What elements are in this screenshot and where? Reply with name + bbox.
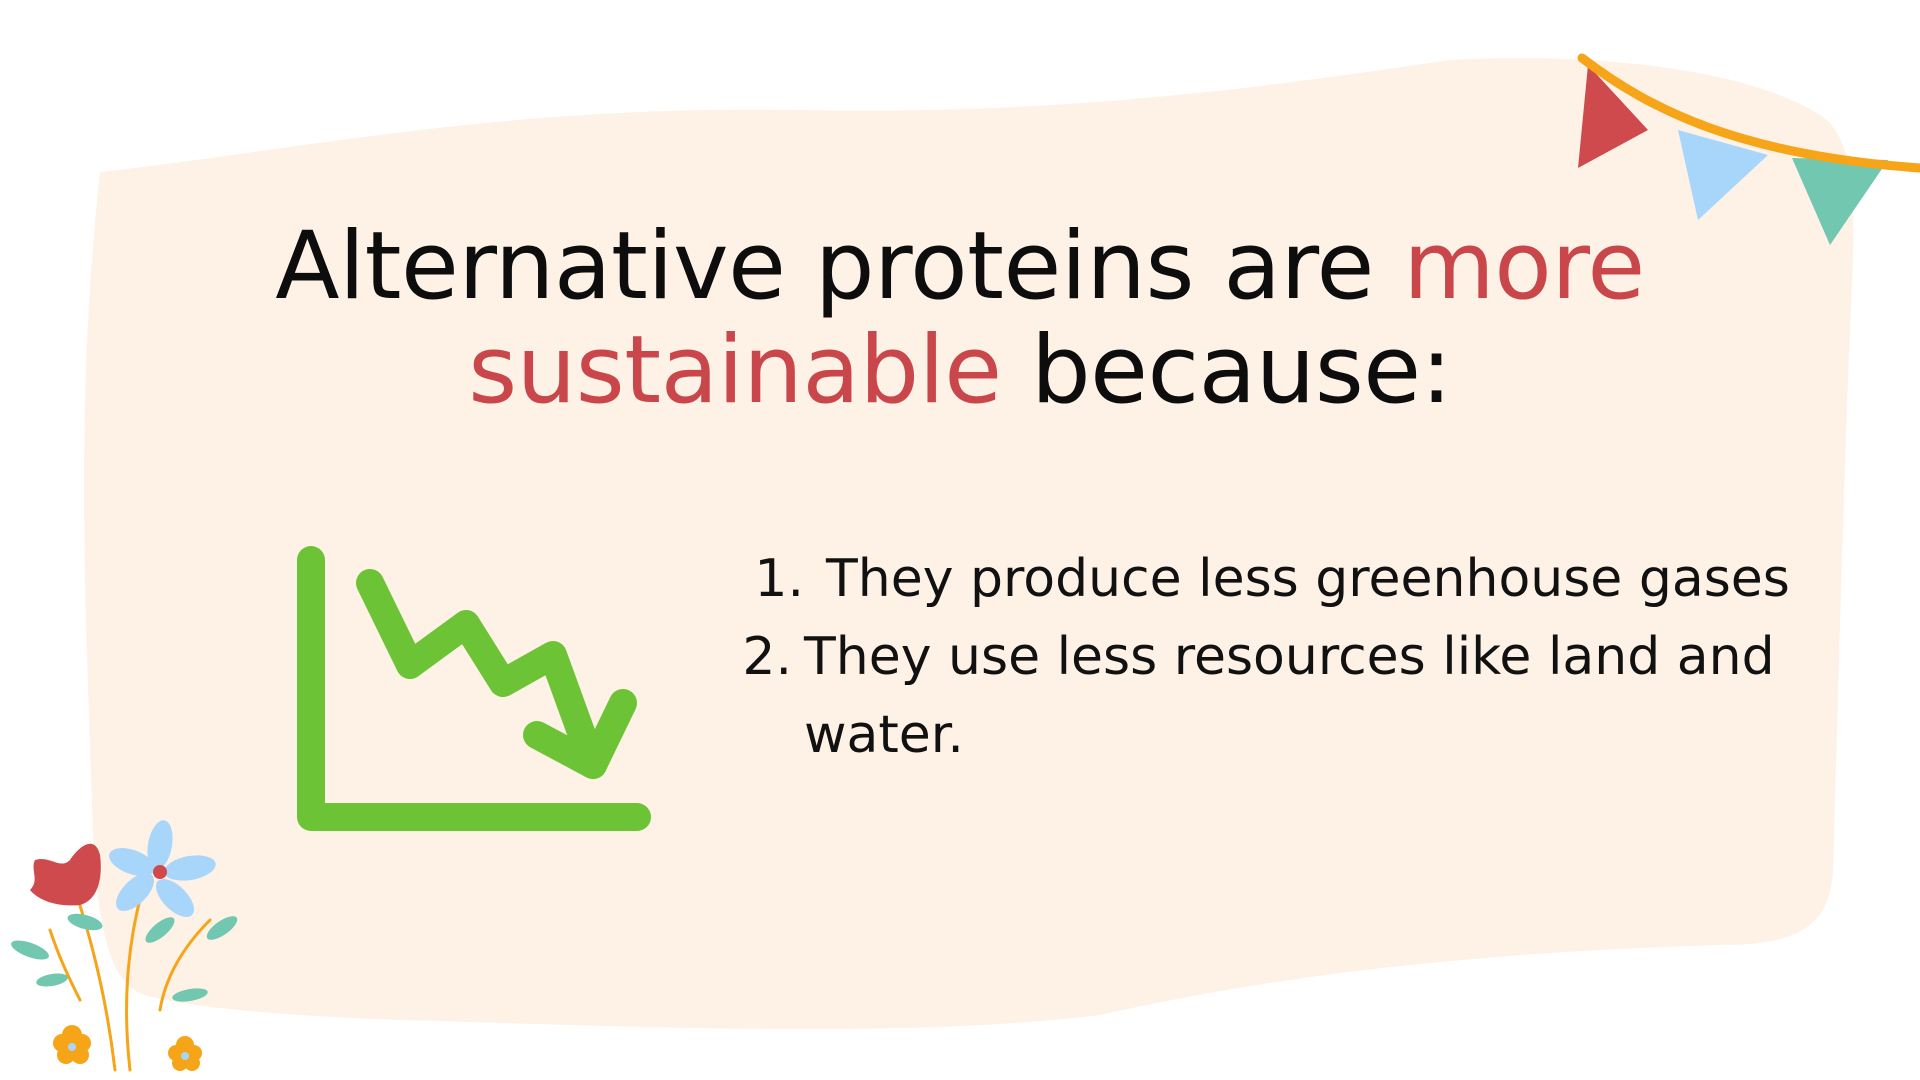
bunting-flags-icon xyxy=(1577,53,1920,245)
list-item-number: 2. xyxy=(742,627,792,687)
title-part2: because: xyxy=(1001,316,1452,425)
list-item-text: They use less resources like land and wa… xyxy=(804,627,1775,765)
list-item-number: 1. xyxy=(754,549,804,609)
flowers-decoration xyxy=(11,820,238,1072)
title-accent: more sustainable xyxy=(468,212,1645,425)
title-part1: Alternative proteins are xyxy=(275,212,1404,321)
list-item: 2. They use less resources like land and… xyxy=(740,618,1790,774)
page-title: Alternative proteins are more sustainabl… xyxy=(230,215,1690,423)
declining-chart-icon xyxy=(297,546,651,831)
list-item-text: They produce less greenhouse gases xyxy=(826,549,1790,609)
list-item: 1. They produce less greenhouse gases xyxy=(740,540,1790,618)
reasons-list: 1. They produce less greenhouse gases 2.… xyxy=(740,540,1790,774)
